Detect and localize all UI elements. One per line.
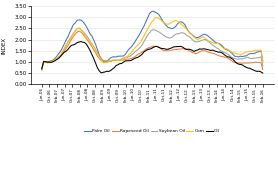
Corn	[261, 60, 264, 63]
Soybean Oil	[88, 40, 92, 42]
Legend: Palm Oil, Rapeseed Oil, Soybean Oil, Corn, Oil: Palm Oil, Rapeseed Oil, Soybean Oil, Cor…	[83, 128, 222, 135]
Oil	[88, 49, 92, 52]
Rapeseed Oil	[217, 54, 220, 56]
Line: Oil: Oil	[42, 42, 263, 73]
Rapeseed Oil	[194, 53, 198, 55]
Soybean Oil	[217, 47, 220, 50]
Soybean Oil	[40, 69, 43, 71]
Oil	[217, 51, 220, 53]
Soybean Oil	[165, 36, 168, 38]
Rapeseed Oil	[40, 69, 43, 71]
Oil	[194, 49, 198, 51]
Line: Soybean Oil: Soybean Oil	[42, 28, 263, 70]
Rapeseed Oil	[261, 69, 264, 71]
Soybean Oil	[261, 65, 264, 67]
Oil	[101, 71, 105, 73]
Soybean Oil	[194, 41, 198, 43]
Palm Oil	[217, 42, 220, 44]
Oil	[165, 48, 168, 50]
Corn	[217, 42, 220, 45]
Oil	[255, 70, 259, 73]
Palm Oil	[100, 58, 103, 60]
Rapeseed Oil	[165, 50, 168, 52]
Palm Oil	[165, 24, 168, 27]
Rapeseed Oil	[77, 30, 81, 32]
Oil	[40, 68, 43, 70]
Corn	[165, 23, 168, 25]
Corn	[255, 49, 259, 51]
Line: Rapeseed Oil: Rapeseed Oil	[42, 31, 263, 70]
Palm Oil	[40, 68, 43, 70]
Soybean Oil	[77, 27, 81, 29]
Corn	[86, 39, 90, 41]
Oil	[79, 41, 83, 43]
Corn	[40, 68, 43, 70]
Y-axis label: INDEX: INDEX	[1, 37, 6, 54]
Palm Oil	[86, 29, 90, 31]
Soybean Oil	[255, 57, 259, 59]
Oil	[261, 72, 264, 74]
Rapeseed Oil	[88, 43, 92, 45]
Rapeseed Oil	[255, 61, 259, 63]
Line: Corn: Corn	[42, 18, 263, 69]
Palm Oil	[255, 51, 259, 53]
Corn	[100, 59, 103, 61]
Rapeseed Oil	[101, 60, 105, 62]
Palm Oil	[152, 10, 155, 12]
Palm Oil	[194, 36, 198, 39]
Soybean Oil	[101, 59, 105, 62]
Line: Palm Oil: Palm Oil	[42, 11, 263, 69]
Corn	[194, 37, 198, 39]
Corn	[155, 16, 158, 19]
Palm Oil	[261, 60, 264, 62]
